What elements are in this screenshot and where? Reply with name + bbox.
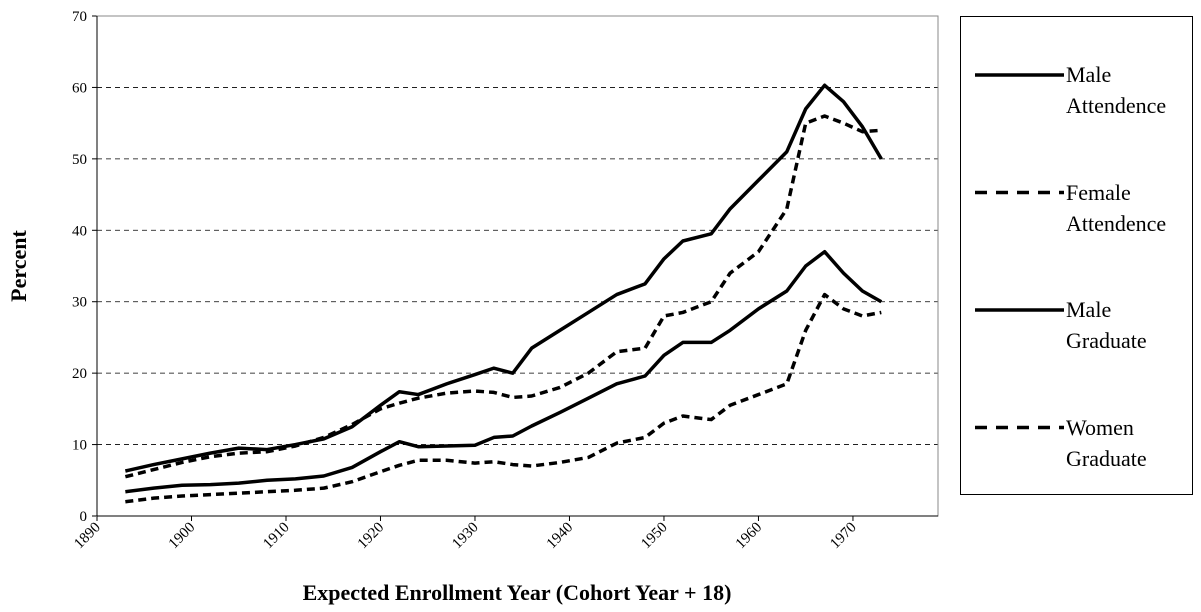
legend-label: Male Attendence [1066,62,1167,118]
x-tick-label: 1960 [733,520,766,553]
y-tick-label: 0 [80,509,88,525]
y-tick-label: 60 [72,80,87,96]
legend-label: Male Graduate [1066,297,1147,353]
x-axis-label: Expected Enrollment Year (Cohort Year + … [303,580,732,605]
series-line [124,114,882,479]
plot-frame [96,15,939,517]
series-line [124,83,883,473]
y-tick-label: 40 [72,223,87,239]
y-tick-label: 50 [72,152,87,168]
y-tick-label: 30 [72,295,87,311]
y-tick-label: 10 [72,438,87,454]
legend [960,16,1193,495]
x-tick-label: 1950 [638,520,671,553]
series-line [125,292,882,504]
x-tick-label: 1900 [166,520,199,553]
legend-label: Female Attendence [1066,179,1167,236]
x-tick-label: 1890 [71,520,104,553]
x-tick-label: 1930 [449,520,482,553]
series-line [125,249,883,494]
y-tick-label: 20 [72,366,87,382]
x-tick-label: 1910 [260,520,293,553]
x-tick-label: 1970 [827,520,860,553]
y-axis-label: Percent [6,230,31,302]
legend-label: Women Graduate [1066,414,1147,471]
x-tick-label: 1920 [355,520,388,553]
x-tick-label: 1940 [544,520,577,553]
y-tick-label: 70 [72,9,87,25]
